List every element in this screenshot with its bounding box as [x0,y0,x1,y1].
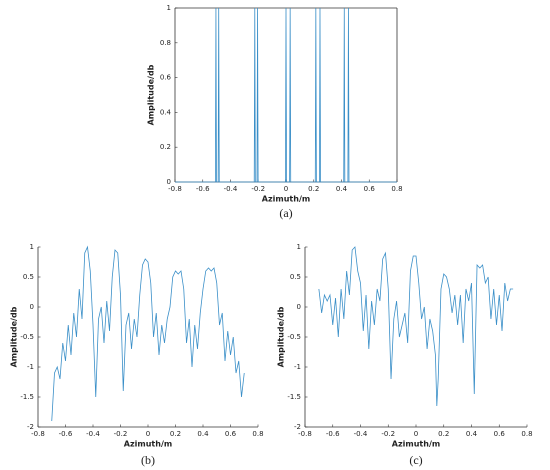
y-tick-label: -1.5 [287,393,301,401]
y-tick-label: -0.5 [287,333,301,341]
y-tick-label: 0.5 [23,273,34,281]
y-tick-label: 1 [30,243,34,251]
y-tick-label: 0.5 [290,273,301,281]
x-tick-label: -0.6 [326,430,340,438]
y-tick-label: -2 [294,423,301,431]
y-tick-label: 0.8 [160,39,171,47]
x-tick-label: -0.8 [31,430,45,438]
x-tick-label: -0.4 [86,430,100,438]
y-tick-label: 0.6 [160,74,172,82]
y-tick-label: 0 [30,303,34,311]
y-axis-label: Amplitude/db [147,64,156,125]
y-tick-label: 0.4 [160,108,172,116]
x-axis-label: Azimuth/m [124,440,172,449]
x-tick-label: 0.2 [170,430,181,438]
x-tick-label: 0.6 [494,430,506,438]
x-tick-label: -0.2 [251,185,265,193]
x-tick-label: 0 [414,430,418,438]
data-line [175,7,397,183]
x-tick-label: 0.6 [225,430,237,438]
x-tick-label: -0.6 [196,185,210,193]
x-tick-label: 0.4 [466,430,478,438]
x-tick-label: -0.4 [224,185,238,193]
y-tick-label: 0 [297,303,301,311]
x-tick-label: 0.8 [252,430,263,438]
y-tick-label: -2 [27,423,34,431]
x-tick-label: 0.4 [197,430,209,438]
x-axis-label: Azimuth/m [392,440,440,449]
y-axis-label: Amplitude/db [10,306,19,367]
x-tick-label: 0.6 [364,185,376,193]
x-tick-label: -0.8 [298,430,312,438]
x-tick-label: 0.8 [521,430,532,438]
x-tick-label: 0 [284,185,288,193]
x-axis-label: Azimuth/m [262,195,310,204]
x-tick-label: -0.2 [381,430,395,438]
y-tick-label: 1 [297,243,301,251]
data-line [51,245,245,422]
x-tick-label: 0.4 [336,185,348,193]
x-tick-label: 0.2 [438,430,449,438]
x-tick-label: -0.4 [354,430,368,438]
caption: (b) [141,453,155,467]
x-tick-label: -0.2 [114,430,128,438]
y-tick-label: 0 [167,178,171,186]
data-line [318,246,514,407]
y-axis-label: Amplitude/db [277,306,286,367]
x-tick-label: 0 [146,430,150,438]
x-tick-label: 0.8 [391,185,402,193]
caption: (c) [409,453,422,467]
x-tick-label: 0.2 [308,185,319,193]
y-tick-label: 1 [167,4,171,12]
y-tick-label: -1 [294,363,301,371]
y-tick-label: -1 [27,363,34,371]
caption: (a) [279,206,292,220]
y-tick-label: -0.5 [20,333,34,341]
y-tick-label: 0.2 [160,143,171,151]
x-tick-label: -0.8 [168,185,182,193]
x-tick-label: -0.6 [59,430,73,438]
y-tick-label: -1.5 [20,393,34,401]
